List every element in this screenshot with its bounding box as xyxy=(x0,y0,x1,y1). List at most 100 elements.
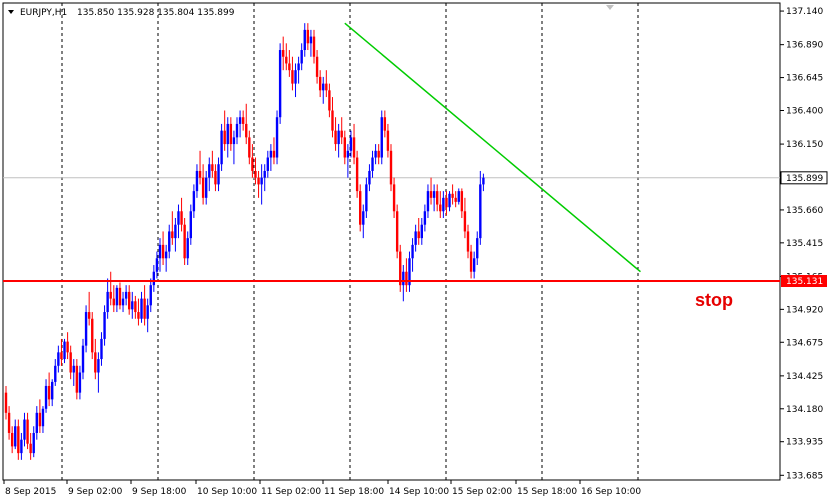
candle xyxy=(226,117,229,158)
candle xyxy=(106,278,109,319)
candle xyxy=(124,285,128,306)
candle-body xyxy=(51,381,54,400)
x-tick-label: 11 Sep 18:00 xyxy=(324,487,384,497)
candle xyxy=(300,43,303,71)
candle xyxy=(472,251,476,279)
candle xyxy=(454,191,457,208)
candle-body xyxy=(4,392,8,413)
candle-body xyxy=(254,170,257,178)
candle xyxy=(152,265,156,292)
y-tick-label: 134.675 xyxy=(786,338,823,348)
candle-body xyxy=(257,177,260,185)
candle-body xyxy=(322,83,325,91)
candle-body xyxy=(94,352,97,373)
candle-body xyxy=(395,211,399,252)
candle xyxy=(146,298,149,333)
candle xyxy=(20,432,23,460)
candle xyxy=(349,130,353,158)
candle-body xyxy=(128,291,131,310)
candle xyxy=(405,258,408,292)
candle-body xyxy=(158,244,162,259)
candle xyxy=(189,204,192,245)
candle xyxy=(479,170,482,245)
candle xyxy=(186,231,189,266)
candle xyxy=(476,231,479,266)
candle xyxy=(389,144,393,192)
candle xyxy=(14,419,17,450)
x-tick-label: 16 Sep 10:00 xyxy=(581,487,641,497)
candle-body xyxy=(263,170,266,178)
candle xyxy=(436,184,439,212)
candle-body xyxy=(143,298,146,319)
x-tick-label: 14 Sep 10:00 xyxy=(389,487,449,497)
candle xyxy=(38,399,42,433)
candle-body xyxy=(205,177,208,198)
candle-body xyxy=(183,224,186,259)
candle xyxy=(352,123,356,165)
candle-body xyxy=(460,191,464,212)
x-tick-label: 9 Sep 18:00 xyxy=(132,487,187,497)
candle-body xyxy=(454,197,457,202)
candle-body xyxy=(195,170,199,192)
candle-body xyxy=(44,385,48,409)
candle-body xyxy=(442,197,445,212)
candle-body xyxy=(84,312,88,346)
stop-price-box xyxy=(781,275,827,288)
candle xyxy=(420,217,423,245)
candle xyxy=(220,123,223,171)
candle-body xyxy=(60,352,63,360)
candle xyxy=(75,359,79,400)
candle xyxy=(466,224,470,259)
candle xyxy=(272,137,276,165)
candle-body xyxy=(208,164,211,178)
trendline[interactable] xyxy=(344,22,641,273)
candle xyxy=(208,157,211,192)
candle-body xyxy=(57,352,60,366)
candle-body xyxy=(131,301,134,310)
candle xyxy=(432,184,436,212)
candle xyxy=(285,43,288,71)
candle xyxy=(23,412,26,447)
x-tick-label: 11 Sep 02:00 xyxy=(261,487,321,497)
candle-body xyxy=(269,150,273,158)
current-price-label: 135.899 xyxy=(786,174,823,184)
candle-body xyxy=(103,312,106,339)
candle xyxy=(158,238,162,272)
candle xyxy=(380,110,383,165)
header-dropdown-icon[interactable] xyxy=(8,10,14,14)
candle xyxy=(118,282,122,310)
candle-body xyxy=(325,83,328,91)
candle xyxy=(269,144,273,171)
candle xyxy=(423,204,427,232)
candle-body xyxy=(223,130,226,145)
candle xyxy=(266,150,269,178)
candle-body xyxy=(436,191,439,205)
candle xyxy=(411,238,414,272)
candle-body xyxy=(448,193,451,208)
candle-body xyxy=(198,170,202,178)
candle-body xyxy=(149,285,152,306)
plot-frame xyxy=(2,2,781,481)
candle xyxy=(482,173,485,192)
candle-body xyxy=(420,224,423,239)
candle xyxy=(460,188,464,218)
candle xyxy=(315,50,319,84)
candle-layer xyxy=(4,23,485,460)
candle xyxy=(417,217,420,245)
candle xyxy=(368,164,371,192)
shift-marker-icon[interactable] xyxy=(606,5,614,10)
candle-body xyxy=(17,426,20,454)
candle-body xyxy=(112,298,115,306)
y-tick-label: 133.685 xyxy=(786,471,823,481)
candle-body xyxy=(365,184,368,212)
candle xyxy=(72,359,75,386)
candle-body xyxy=(245,123,248,138)
candle xyxy=(337,123,340,158)
stop-annotation: stop xyxy=(695,290,733,310)
candle xyxy=(263,164,266,192)
candle xyxy=(161,231,165,266)
candle xyxy=(54,359,57,386)
candle xyxy=(69,345,72,380)
candle xyxy=(426,184,430,218)
